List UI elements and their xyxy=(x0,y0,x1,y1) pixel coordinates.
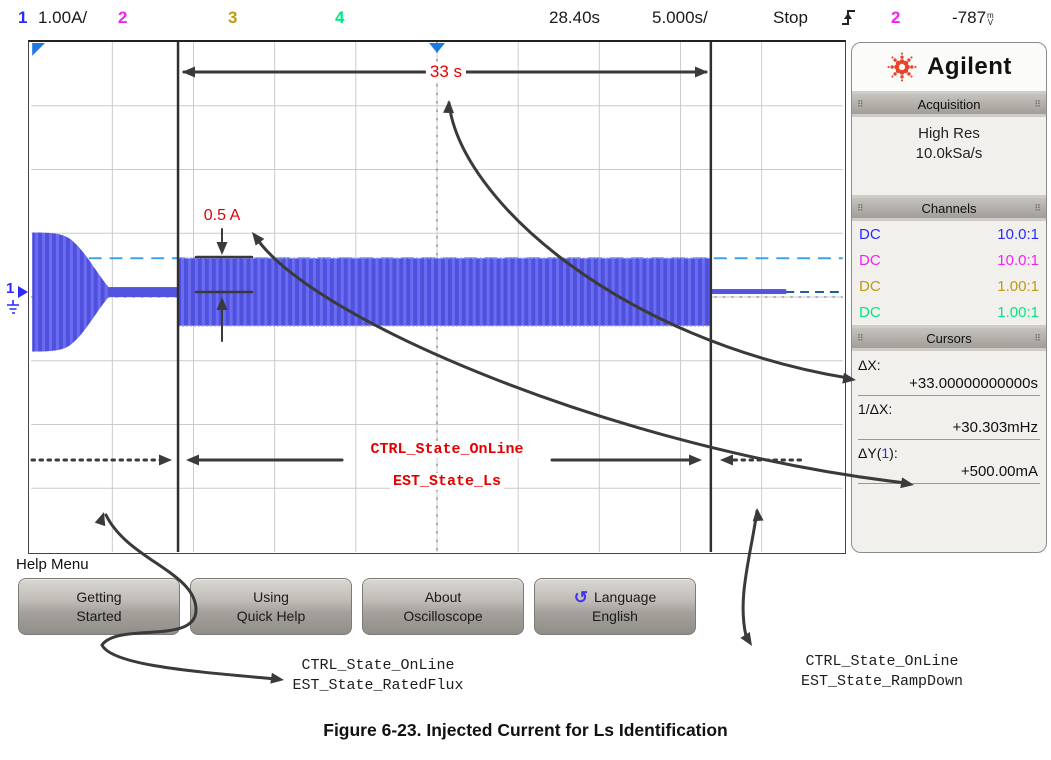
cursors-header[interactable]: ⠿ Cursors ⠿ xyxy=(852,328,1046,348)
agilent-logo: Agilent xyxy=(852,43,1046,91)
delta-y-label: ΔY(1): xyxy=(858,445,898,461)
callout-line: EST_State_RampDown xyxy=(800,673,964,690)
softkey-about-oscilloscope[interactable]: About Oscilloscope xyxy=(362,578,524,635)
acquisition-title: Acquisition xyxy=(917,96,981,112)
channel-probe: 1.00:1 xyxy=(997,303,1039,321)
grip-icon: ⠿ xyxy=(1034,332,1041,343)
callout-line: CTRL_State_OnLine xyxy=(301,657,455,674)
softkey-label: Using xyxy=(253,588,289,605)
inv-delta-x-value: +30.303mHz xyxy=(858,417,1040,440)
channels-header[interactable]: ⠿ Channels ⠿ xyxy=(852,198,1046,218)
channel-coupling: DC xyxy=(859,225,881,243)
left-edge-marker xyxy=(32,42,46,56)
channel-row-3: DC 1.00:1 xyxy=(859,273,1039,299)
grip-icon: ⠿ xyxy=(857,332,864,343)
callout-bottom-left: CTRL_State_OnLine EST_State_RatedFlux xyxy=(292,656,463,696)
delta-x-label: ΔX: xyxy=(858,357,881,373)
amplitude-label: 0.5 A xyxy=(201,207,243,225)
grip-icon: ⠿ xyxy=(1034,98,1041,109)
span-label: 33 s xyxy=(425,62,467,82)
channel-row-4: DC 1.00:1 xyxy=(859,299,1039,325)
channel-row-1: DC 10.0:1 xyxy=(859,221,1039,247)
agilent-starburst-icon xyxy=(887,52,917,82)
channel-probe: 10.0:1 xyxy=(997,251,1039,269)
softkey-label: Quick Help xyxy=(236,607,306,624)
mid-annotation-line2: EST_State_Ls xyxy=(389,473,505,490)
grip-icon: ⠿ xyxy=(857,98,864,109)
channel-probe: 1.00:1 xyxy=(997,277,1039,295)
cursors-title: Cursors xyxy=(926,330,972,346)
svg-text:1: 1 xyxy=(6,280,14,297)
grip-icon: ⠿ xyxy=(857,202,864,213)
softkey-label: Language xyxy=(593,588,657,605)
softkey-label: Oscilloscope xyxy=(403,607,483,624)
mid-annotation-line1: CTRL_State_OnLine xyxy=(367,441,527,458)
trigger-level: -787 m V xyxy=(952,8,994,27)
topbar-ch4-number: 4 xyxy=(335,8,345,27)
topbar-ch3-number: 3 xyxy=(228,8,238,27)
run-state: Stop xyxy=(773,8,808,27)
callout-line: EST_State_RatedFlux xyxy=(292,677,464,694)
delay-readout: 28.40s xyxy=(549,8,601,27)
channels-title: Channels xyxy=(921,200,977,216)
trigger-source: 2 xyxy=(891,8,901,27)
softkey-getting-started[interactable]: Getting Started xyxy=(18,578,180,635)
acquisition-header[interactable]: ⠿ Acquisition ⠿ xyxy=(852,94,1046,114)
channel-coupling: DC xyxy=(859,277,881,295)
channels-panel: DC 10.0:1 DC 10.0:1 DC 1.00:1 DC 1.00:1 xyxy=(852,221,1046,325)
channel-coupling: DC xyxy=(859,303,881,321)
inv-delta-x-label: 1/ΔX: xyxy=(858,401,893,417)
softkey-label: About xyxy=(424,588,462,605)
ch1-ground-marker: 1 xyxy=(6,280,28,314)
channel-coupling: DC xyxy=(859,251,881,269)
callout-bottom-right: CTRL_State_OnLine EST_State_RampDown xyxy=(801,652,963,692)
scope-sidebar: Agilent ⠿ Acquisition ⠿ High Res 10.0kSa… xyxy=(851,42,1047,553)
softkey-using-quick-help[interactable]: Using Quick Help xyxy=(190,578,352,635)
help-menu-title: Help Menu xyxy=(16,556,89,573)
acquisition-mode: High Res xyxy=(918,125,980,142)
delta-x-value: +33.00000000000s xyxy=(858,373,1040,396)
callout-line: CTRL_State_OnLine xyxy=(805,653,959,670)
softkey-language[interactable]: ↺ Language English xyxy=(534,578,696,635)
waveform-ch1 xyxy=(32,232,787,352)
delta-y-channel: 1 xyxy=(881,445,890,461)
language-refresh-icon: ↺ xyxy=(573,587,588,607)
acquisition-panel: High Res 10.0kSa/s xyxy=(852,117,1046,195)
cursors-panel: ΔX: +33.00000000000s 1/ΔX: +30.303mHz ΔY… xyxy=(852,351,1046,552)
trigger-position-marker xyxy=(429,42,445,53)
topbar-ch2-number: 2 xyxy=(118,8,128,27)
softkey-label: Getting xyxy=(76,588,122,605)
softkey-label: Started xyxy=(76,607,122,624)
timebase-readout: 5.000s/ xyxy=(652,8,708,27)
sample-rate: 10.0kSa/s xyxy=(915,145,983,162)
brand-name: Agilent xyxy=(927,53,1012,80)
trigger-edge-icon xyxy=(842,10,855,25)
topbar-ch1-number: 1 xyxy=(18,8,28,27)
channel-row-2: DC 10.0:1 xyxy=(859,247,1039,273)
channel-probe: 10.0:1 xyxy=(997,225,1039,243)
delta-y-value: +500.00mA xyxy=(858,461,1040,484)
grip-icon: ⠿ xyxy=(1034,202,1041,213)
topbar-ch1-scale: 1.00A/ xyxy=(38,8,88,27)
softkey-label: English xyxy=(592,607,638,624)
figure-caption: Figure 6-23. Injected Current for Ls Ide… xyxy=(323,720,728,740)
